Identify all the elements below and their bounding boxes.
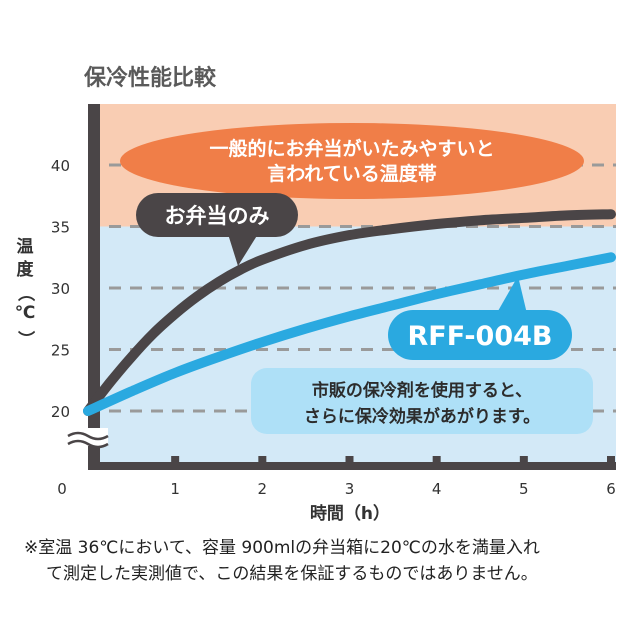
- series-label-bento-only: お弁当のみ: [136, 193, 298, 266]
- axis-break-mark: [67, 428, 109, 449]
- x-tick-label-5: 5: [519, 480, 529, 498]
- y-axis-label-char-4: ）: [15, 331, 36, 348]
- x-tick-mark-3: [345, 456, 354, 466]
- x-tick-label-0: 0: [57, 480, 67, 498]
- x-tick-mark-1: [171, 456, 180, 466]
- x-tick-mark-4: [432, 456, 441, 466]
- x-tick-label-6: 6: [606, 480, 616, 498]
- y-axis-label-char-3: ℃: [15, 303, 36, 323]
- series-line-bento-only: [83, 209, 616, 416]
- y-tick-label-35: 35: [51, 219, 70, 237]
- series-line-rff-004b: [83, 252, 616, 416]
- x-tick-mark-5: [519, 456, 528, 466]
- y-axis-label-char-2: （: [15, 285, 36, 302]
- series-label-rff-004b: RFF-004B: [388, 276, 572, 360]
- y-tick-label-30: 30: [51, 280, 70, 298]
- y-tick-label-20: 20: [51, 403, 70, 421]
- danger-zone-label-line2: 言われている温度帯: [267, 162, 436, 185]
- x-tick-mark-2: [258, 456, 267, 466]
- callout-line2: さらに保冷効果があがります。: [304, 406, 540, 427]
- y-axis-label-char-1: 度: [17, 259, 35, 280]
- x-tick-label-3: 3: [345, 480, 355, 498]
- chart-title: 保冷性能比較: [83, 65, 217, 91]
- y-axis-label: 温 度 （ ℃ ）: [15, 237, 36, 348]
- callout-line1: 市販の保冷剤を使用すると、: [312, 380, 532, 401]
- y-tick-label-40: 40: [51, 157, 70, 175]
- y-tick-labels: 20 25 30 35 40: [51, 157, 70, 421]
- footnote-line1: ※室温 36℃において、容量 900mlの弁当箱に20℃の水を満量入れ: [24, 538, 540, 558]
- danger-zone-label-line1: 一般的にお弁当がいたみやすいと: [209, 137, 494, 160]
- series-label-bento-only-text: お弁当のみ: [165, 204, 270, 228]
- x-tick-label-1: 1: [170, 480, 180, 498]
- series-label-rff-004b-text: RFF-004B: [408, 321, 553, 352]
- x-axis-label: 時間（h）: [310, 503, 390, 524]
- x-tick-label-2: 2: [258, 480, 268, 498]
- danger-zone-label: 一般的にお弁当がいたみやすいと 言われている温度帯: [120, 123, 584, 199]
- footnote-line2: て測定した実測値で、この結果を保証するものではありません。: [46, 564, 538, 584]
- x-ticks: 0 1 2 3 4 5 6: [57, 456, 616, 498]
- x-tick-mark-6: [607, 456, 615, 466]
- x-tick-label-4: 4: [432, 480, 442, 498]
- callout-box: 市販の保冷剤を使用すると、 さらに保冷効果があがります。: [251, 368, 593, 434]
- y-axis-label-char-0: 温: [17, 237, 34, 257]
- y-tick-label-25: 25: [51, 342, 70, 360]
